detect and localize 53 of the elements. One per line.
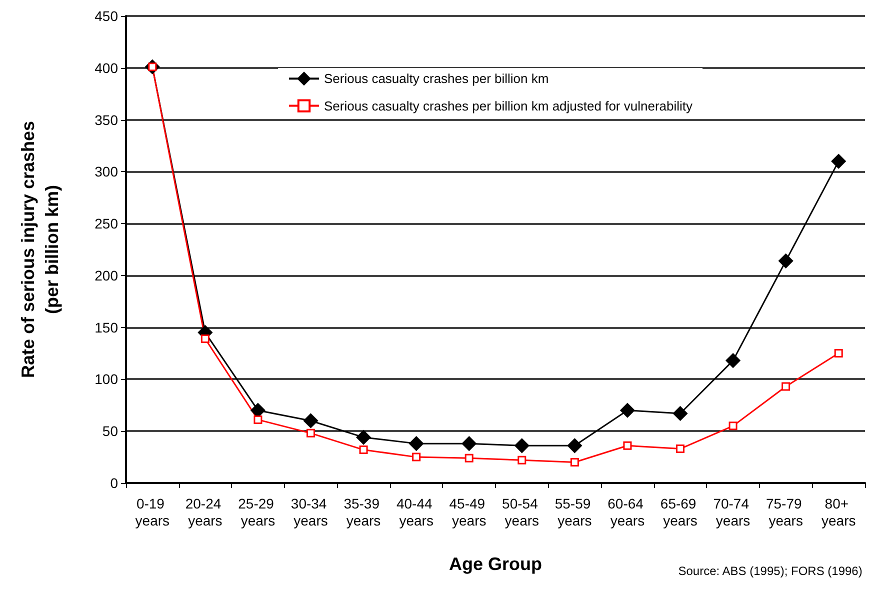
point	[726, 353, 740, 368]
x-tick-label: 75-79 years	[766, 496, 806, 528]
point	[673, 406, 688, 421]
point	[620, 403, 635, 418]
y-tick-label: 0	[110, 475, 118, 491]
point	[254, 415, 262, 424]
x-tick-label: 50-54 years	[502, 496, 542, 528]
y-tick-label: 300	[94, 164, 118, 180]
x-axis-title: Age Group	[449, 554, 542, 574]
y-tick-label: 400	[94, 60, 118, 76]
point	[412, 452, 421, 462]
point	[570, 458, 579, 466]
point	[409, 436, 424, 451]
point	[304, 413, 318, 428]
legend-label: Serious casualty crashes per billion km	[324, 71, 549, 86]
y-tick-label: 100	[94, 371, 118, 388]
point	[623, 441, 632, 450]
point	[306, 428, 315, 438]
x-tick-label: 70-74 years	[713, 496, 753, 528]
point	[834, 349, 843, 358]
point	[464, 454, 474, 462]
point	[728, 422, 738, 430]
x-tick-label: 65-69 years	[660, 496, 700, 528]
point	[514, 438, 530, 453]
x-tick-label: 35-39 years	[344, 496, 384, 528]
y-tick-label: 350	[94, 112, 118, 128]
y-tick-label: 250	[94, 216, 118, 232]
x-tick-label: 0-19 years	[135, 496, 170, 528]
x-tick-label: 20-24 years	[185, 496, 226, 528]
source-note: Source: ABS (1995); FORS (1996)	[678, 564, 862, 578]
x-tick-label: 80+ years	[821, 496, 856, 528]
x-tick-label: 60-64 years	[608, 496, 648, 528]
y-tick-label: 50	[102, 423, 118, 440]
x-tick-label: 25-29 years	[238, 496, 278, 528]
point	[676, 444, 684, 454]
point	[518, 456, 526, 464]
legend-label: Serious casualty crashes per billion km adjusted for vulnerability	[324, 98, 694, 114]
x-tick-label: 40-44 years	[396, 496, 436, 528]
y-tick-label: 150	[94, 319, 118, 336]
point	[778, 254, 794, 268]
point	[831, 154, 846, 169]
point	[356, 430, 371, 445]
point	[567, 438, 582, 453]
y-axis-title: Rate of serious injury crashes (per billion km)	[18, 120, 62, 378]
point	[782, 382, 790, 391]
point	[200, 334, 210, 343]
y-tick-label: 200	[94, 267, 118, 284]
point	[462, 436, 476, 451]
point	[359, 446, 368, 454]
x-tick-label: 55-59 years	[554, 496, 595, 528]
x-tick-label: 45-49 years	[449, 496, 489, 528]
y-tick-label: 450	[94, 8, 118, 24]
x-tick-label: 30-34 years	[290, 496, 331, 528]
